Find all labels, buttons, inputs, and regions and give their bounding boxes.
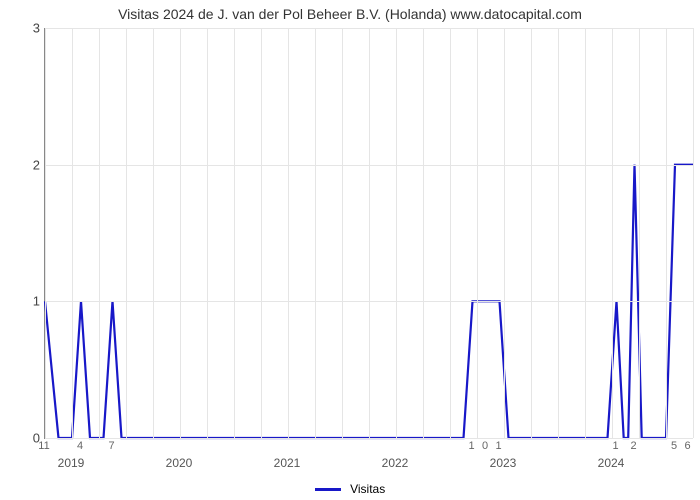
gridline-v: [558, 28, 559, 438]
gridline-v: [72, 28, 73, 438]
chart-title: Visitas 2024 de J. van der Pol Beheer B.…: [0, 6, 700, 22]
gridline-v: [180, 28, 181, 438]
legend: Visitas: [0, 482, 700, 496]
plot-area: [44, 28, 693, 439]
gridline-v: [693, 28, 694, 438]
gridline-h: [45, 438, 693, 439]
point-label: 7: [108, 440, 114, 452]
gridline-v: [234, 28, 235, 438]
xtick-year: 2024: [598, 456, 625, 470]
point-label: 1: [468, 440, 474, 452]
ytick-label: 1: [10, 294, 40, 309]
gridline-v: [666, 28, 667, 438]
gridline-v: [261, 28, 262, 438]
gridline-v: [639, 28, 640, 438]
gridline-v: [288, 28, 289, 438]
gridline-v: [504, 28, 505, 438]
point-label: 1: [495, 440, 501, 452]
legend-swatch: [315, 488, 341, 491]
gridline-v: [207, 28, 208, 438]
xtick-year: 2022: [382, 456, 409, 470]
xtick-year: 2020: [166, 456, 193, 470]
ytick-label: 3: [10, 21, 40, 36]
gridline-v: [450, 28, 451, 438]
gridline-v: [396, 28, 397, 438]
gridline-v: [477, 28, 478, 438]
ytick-label: 2: [10, 157, 40, 172]
gridline-v: [531, 28, 532, 438]
point-label: 6: [684, 440, 690, 452]
xtick-year: 2019: [58, 456, 85, 470]
gridline-v: [126, 28, 127, 438]
legend-label: Visitas: [350, 482, 385, 496]
gridline-v: [45, 28, 46, 438]
point-label: 1: [612, 440, 618, 452]
visits-line-chart: Visitas 2024 de J. van der Pol Beheer B.…: [0, 0, 700, 500]
xtick-year: 2023: [490, 456, 517, 470]
point-label: 5: [671, 440, 677, 452]
xtick-year: 2021: [274, 456, 301, 470]
gridline-v: [315, 28, 316, 438]
point-label: 0: [482, 440, 488, 452]
gridline-v: [612, 28, 613, 438]
point-label: 4: [77, 440, 83, 452]
gridline-v: [423, 28, 424, 438]
gridline-v: [585, 28, 586, 438]
point-label: 2: [630, 440, 636, 452]
gridline-v: [153, 28, 154, 438]
ytick-label: 0: [10, 431, 40, 446]
gridline-v: [342, 28, 343, 438]
point-label: 11: [38, 440, 49, 452]
gridline-v: [369, 28, 370, 438]
gridline-v: [99, 28, 100, 438]
